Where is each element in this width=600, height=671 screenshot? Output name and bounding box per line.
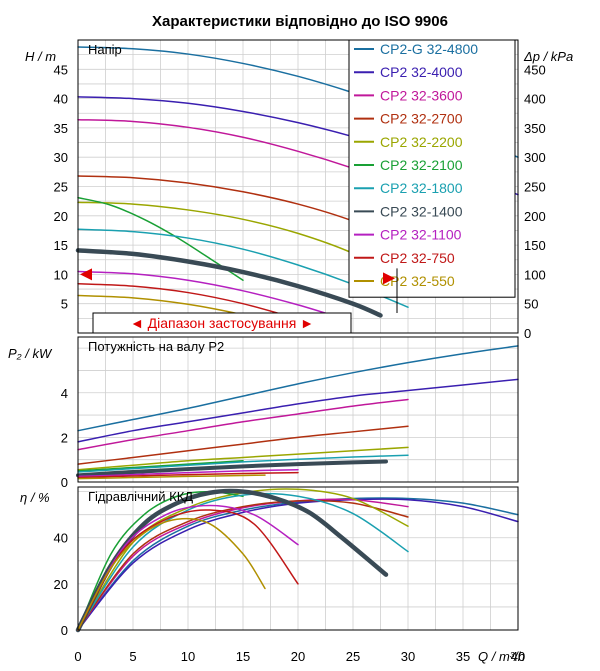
y-tick-label: 25: [54, 180, 68, 195]
x-tick-label: 10: [181, 649, 195, 664]
efficiency-curve-cp2-g-32-4800: [77, 497, 519, 631]
head-y-axis-label: H / m: [25, 49, 56, 64]
x-tick-label: 30: [401, 649, 415, 664]
power-curve-cp2-32-2700: [77, 425, 409, 465]
head-curve-cp2-32-1100: [77, 270, 343, 320]
operating-range-marker: [80, 268, 398, 333]
y-tick-label: 0: [61, 623, 68, 638]
y-tick-label: 5: [61, 297, 68, 312]
y-tick-label: 0: [61, 475, 68, 490]
legend-entry-cp2-32-550: CP2 32-550: [380, 273, 455, 289]
operating-range-box: [92, 312, 352, 334]
head-y-ticks: 5 10 15 20 25 30 35 40 45: [54, 62, 68, 311]
legend-entry-cp2-32-1100: CP2 32-1100: [380, 227, 462, 243]
legend-box: [348, 39, 516, 298]
legend-entry-cp2-32-2200: CP2 32-2200: [380, 134, 463, 150]
power-plot-frame: [77, 336, 519, 483]
legend-entry-cp2-32-2100: CP2 32-2100: [380, 157, 463, 173]
x-tick-label: 15: [236, 649, 250, 664]
y-tick-label: 20: [54, 209, 68, 224]
chart-title: Характеристики відповідно до ISO 9906: [152, 13, 448, 30]
legend: CP2-G 32-4800 CP2 32-4000 CP2 32-3600 CP2 3…: [348, 39, 516, 298]
x-tick-label: 25: [346, 649, 360, 664]
pressure-y-axis-label: Δp / kPa: [523, 49, 573, 64]
power-y-ticks: 0 2 4: [61, 386, 68, 490]
y-tick-label: 0: [524, 326, 531, 341]
efficiency-panel-title: Гідравлічний ККД: [88, 489, 193, 504]
power-curve-cp2-32-1100: [77, 468, 299, 478]
efficiency-curve-cp2-32-1800: [77, 492, 409, 631]
y-tick-label: 100: [524, 267, 546, 282]
power-curve-cp2-g-32-4800: [77, 345, 519, 432]
power-curve-cp2-32-2200: [77, 446, 409, 471]
x-tick-label: 40: [511, 649, 525, 664]
efficiency-panel: Гідравлічний ККД η / % 0 20 40 0 5 10 15 20 25 3…: [20, 486, 525, 664]
efficiency-curve-cp2-32-2700: [77, 499, 409, 631]
efficiency-curve-cp2-32-3600: [77, 498, 409, 631]
power-curve-cp2-32-550: [77, 474, 266, 480]
y-tick-label: 10: [54, 267, 68, 282]
power-panel-title: Потужність на валу P2: [88, 339, 224, 354]
legend-entry-cp2-32-2700: CP2 32-2700: [380, 111, 463, 127]
y-tick-label: 350: [524, 121, 546, 136]
power-panel: Потужність на валу P2 P₂ / kW 0 2 4: [8, 336, 519, 490]
y-tick-label: 35: [54, 121, 68, 136]
x-tick-label: 35: [456, 649, 470, 664]
power-curve-cp2-32-2100: [77, 460, 244, 472]
y-tick-label: 150: [524, 238, 546, 253]
head-panel: Напір H / m Δp / kPa 5 10 15 20 25 30 35 40 45 0…: [25, 39, 573, 341]
efficiency-plot-frame: [77, 486, 519, 631]
flow-x-axis-label: Q / m³/h: [478, 649, 525, 664]
x-tick-label: 5: [129, 649, 136, 664]
efficiency-curve-cp2-32-550: [77, 517, 266, 631]
legend-entry-cp2-32-750: CP2 32-750: [380, 250, 455, 266]
power-curve-cp2-32-4000: [77, 378, 519, 443]
head-curve-cp2-32-750: [77, 283, 299, 320]
legend-entry-cp2-32-1800: CP2 32-1800: [380, 180, 463, 196]
y-tick-label: 2: [61, 430, 68, 445]
y-tick-label: 4: [61, 386, 68, 401]
head-curve-cp2-32-1400: [75, 248, 383, 318]
efficiency-curves: [75, 488, 519, 633]
range-end-arrow: [383, 272, 395, 285]
y-tick-label: 250: [524, 180, 546, 195]
y-tick-label: 45: [54, 62, 68, 77]
y-tick-label: 20: [54, 577, 68, 592]
x-tick-label: 0: [74, 649, 81, 664]
efficiency-y-ticks: 0 20 40: [54, 531, 68, 638]
operating-range-label: ◄ Діапазон застосування ►: [130, 315, 314, 331]
efficiency-y-axis-label: η / %: [20, 490, 50, 505]
legend-entry-cp2-g-32-4800: CP2-G 32-4800: [380, 41, 478, 57]
y-tick-label: 50: [524, 297, 538, 312]
y-tick-label: 40: [54, 531, 68, 546]
efficiency-curve-cp2-32-2200: [77, 488, 409, 631]
flow-x-ticks: 0 5 10 15 20 25 30 35 40: [74, 649, 525, 664]
y-tick-label: 40: [54, 92, 68, 107]
legend-entry-cp2-32-4000: CP2 32-4000: [380, 64, 463, 80]
power-curves: [76, 345, 519, 480]
pressure-y-ticks: 0 50 100 150 200 250 300 350 400 450: [524, 62, 546, 341]
y-tick-label: 300: [524, 150, 546, 165]
head-panel-title: Напір: [88, 42, 122, 57]
y-tick-label: 15: [54, 238, 68, 253]
power-y-axis-label: P₂ / kW: [8, 346, 53, 361]
y-tick-label: 30: [54, 150, 68, 165]
power-curve-cp2-32-1400: [76, 459, 388, 478]
range-start-arrow: [80, 268, 92, 281]
head-curve-cp2-32-2100: [77, 196, 244, 282]
y-tick-label: 200: [524, 209, 546, 224]
x-tick-label: 20: [291, 649, 305, 664]
y-tick-label: 450: [524, 62, 546, 77]
legend-entry-cp2-32-1400: CP2 32-1400: [380, 203, 463, 219]
y-tick-label: 400: [524, 92, 546, 107]
power-curve-cp2-32-3600: [77, 398, 409, 451]
legend-entry-cp2-32-3600: CP2 32-3600: [380, 87, 463, 103]
power-curve-cp2-32-750: [77, 471, 299, 479]
power-curve-cp2-32-1800: [77, 454, 409, 473]
